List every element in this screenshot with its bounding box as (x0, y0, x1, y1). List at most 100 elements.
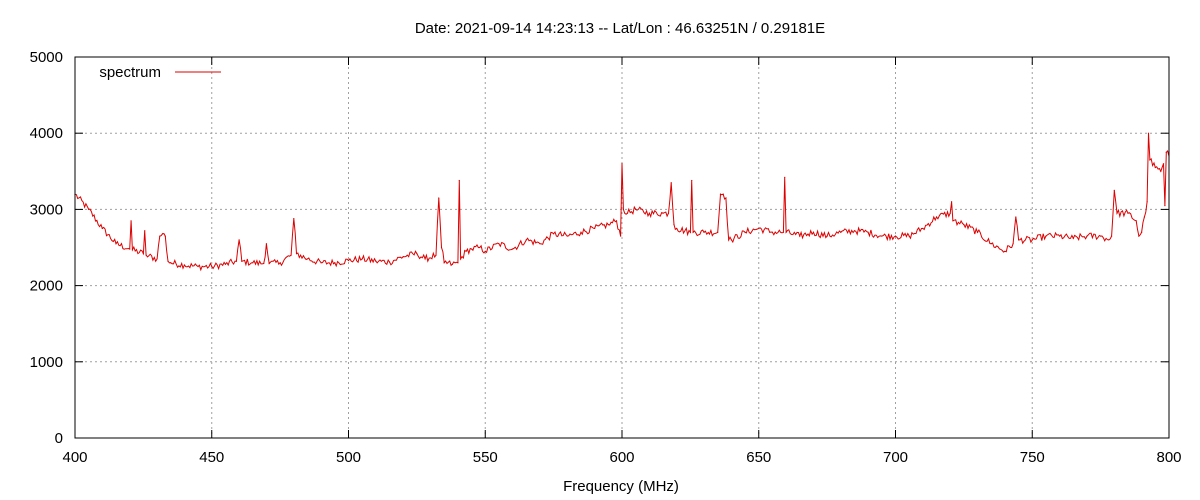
data-point (566, 235, 568, 237)
data-point (279, 262, 281, 264)
data-point (1154, 166, 1156, 169)
x-tick-label: 550 (473, 449, 498, 466)
data-point (620, 235, 622, 237)
data-point (224, 263, 227, 265)
data-point (539, 243, 541, 245)
data-point (719, 193, 722, 195)
data-point (320, 262, 322, 264)
data-point (131, 249, 134, 251)
data-point (470, 248, 473, 250)
data-point (197, 265, 199, 268)
data-point (161, 233, 164, 235)
data-point (511, 248, 514, 250)
data-point (826, 235, 828, 237)
data-point (115, 243, 117, 245)
data-point (621, 163, 623, 165)
data-point (785, 231, 787, 233)
data-point (784, 176, 786, 178)
x-tick-label: 750 (1020, 449, 1045, 466)
data-point (144, 230, 146, 232)
data-point (717, 231, 719, 233)
data-point (211, 265, 213, 268)
x-tick-label: 650 (746, 449, 771, 466)
data-point (1017, 239, 1020, 241)
data-point (691, 179, 693, 182)
data-point (1116, 212, 1118, 214)
data-point (1012, 243, 1014, 245)
data-point (1086, 235, 1088, 237)
data-point (1147, 132, 1150, 134)
data-point (440, 246, 443, 249)
data-point (306, 258, 309, 260)
data-point (952, 220, 954, 222)
data-point (334, 262, 336, 264)
data-point (730, 239, 733, 241)
data-point (1149, 159, 1151, 161)
data-point (388, 261, 391, 263)
data-point (881, 235, 883, 237)
x-tick-label: 600 (609, 449, 634, 466)
data-point (443, 262, 445, 264)
data-point (1031, 239, 1033, 241)
data-point (626, 212, 629, 214)
data-point (170, 262, 172, 264)
data-point (438, 197, 440, 199)
data-point (607, 224, 609, 226)
data-point (347, 259, 350, 262)
data-point (129, 248, 131, 250)
data-point (722, 193, 724, 195)
data-point (1127, 212, 1129, 214)
data-point (375, 260, 377, 262)
data-point (416, 252, 418, 255)
series-layer (74, 132, 1170, 272)
data-point (853, 230, 856, 232)
data-point (235, 260, 237, 262)
data-point (894, 235, 897, 237)
data-point (1146, 201, 1148, 203)
data-point (252, 262, 254, 264)
legend: spectrum (99, 64, 221, 81)
y-tick-labels: 0 1000 2000 3000 4000 5000 (30, 49, 63, 447)
data-point (1110, 235, 1113, 237)
data-point (725, 197, 727, 199)
data-point (580, 231, 582, 233)
data-point (673, 224, 675, 226)
data-point (935, 216, 938, 218)
data-point (156, 258, 158, 260)
data-point (1135, 220, 1137, 222)
chart-title: Date: 2021-09-14 14:23:13 -- Lat/Lon : 4… (415, 20, 825, 37)
data-point (241, 260, 243, 262)
data-point (812, 231, 815, 233)
data-point (88, 208, 90, 210)
data-point (1015, 216, 1017, 218)
data-point (950, 201, 953, 203)
data-point (1160, 170, 1162, 172)
data-point (457, 262, 459, 264)
data-point (101, 227, 103, 230)
data-point (976, 231, 979, 233)
data-point (553, 233, 555, 235)
data-point (594, 227, 596, 230)
data-point (1108, 239, 1110, 241)
data-point (676, 227, 678, 230)
data-point (145, 254, 147, 256)
data-point (263, 262, 265, 265)
data-point (130, 220, 132, 222)
data-point (159, 235, 161, 237)
data-point (295, 252, 298, 255)
data-point (1164, 204, 1166, 207)
data-point (451, 263, 454, 265)
data-point (484, 250, 486, 252)
data-point (1138, 235, 1140, 237)
data-point (290, 254, 292, 256)
x-tick-label: 450 (199, 449, 224, 466)
data-point (622, 208, 624, 210)
y-tick-label: 4000 (30, 125, 63, 142)
data-point (1100, 235, 1102, 237)
data-point (167, 260, 169, 262)
data-point (840, 231, 842, 233)
x-tick-label: 500 (336, 449, 361, 466)
data-point (648, 212, 650, 214)
data-point (265, 243, 268, 245)
